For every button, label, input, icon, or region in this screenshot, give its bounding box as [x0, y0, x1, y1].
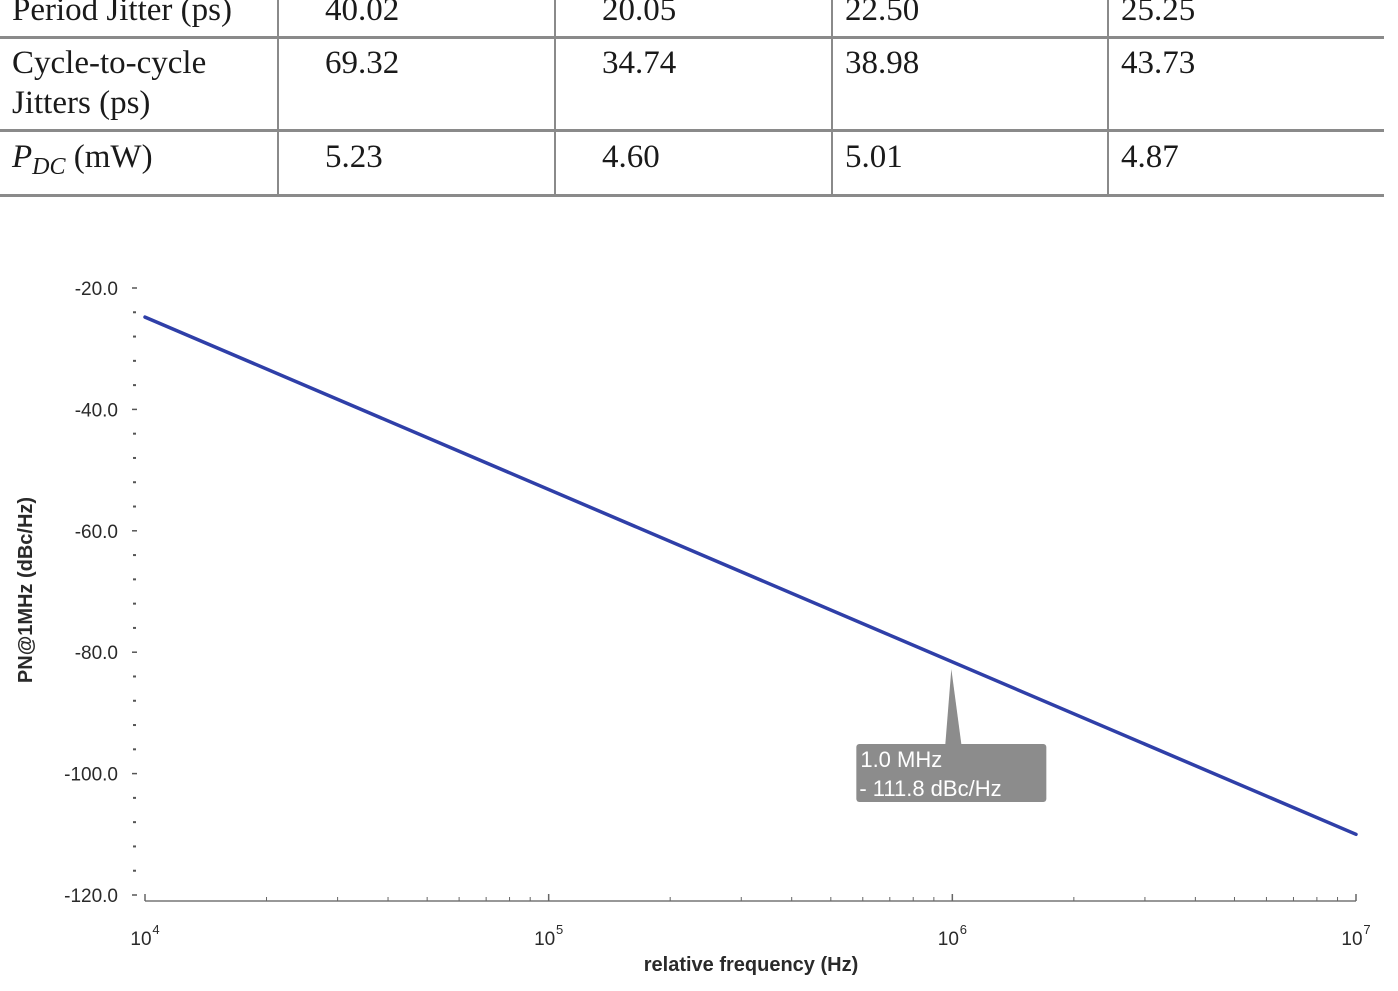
marker-pointer — [945, 669, 962, 744]
table-cell: 34.74 — [555, 37, 833, 132]
y-tick-label: -60.0 — [75, 522, 118, 543]
table-row: PDC (mW) 5.23 4.60 5.01 4.87 — [0, 130, 1384, 197]
plot-series — [143, 315, 1358, 837]
row-label: PDC (mW) — [0, 130, 279, 197]
table-cell: 69.32 — [278, 37, 556, 132]
table-cell: 40.02 — [278, 0, 556, 39]
y-tick-label: -80.0 — [75, 643, 118, 664]
y-tick-label: -120.0 — [64, 886, 118, 907]
y-tick-label: -100.0 — [64, 765, 118, 786]
pdc-subscript: DC — [32, 154, 66, 180]
marker-box — [856, 744, 1047, 802]
x-tick-label: 10 — [130, 929, 151, 950]
table-cell: 4.60 — [555, 130, 833, 197]
pdc-symbol: P — [12, 139, 33, 175]
x-axis-title: relative frequency (Hz) — [644, 954, 859, 976]
x-tick-label: 10 — [938, 929, 959, 950]
table-cell: 38.98 — [832, 37, 1109, 132]
x-tick-exponent: 5 — [556, 922, 563, 937]
x-tick-label: 10 — [534, 929, 555, 950]
table-cell: 43.73 — [1108, 37, 1384, 132]
table-row: Cycle-to-cycle Jitters (ps) 69.32 34.74 … — [0, 37, 1384, 132]
x-tick-exponent: 6 — [960, 922, 967, 937]
x-axis: 10 4 10 5 10 6 10 7 — [130, 894, 1371, 950]
table-cell: 5.01 — [832, 130, 1109, 197]
table-cell: 25.25 — [1108, 0, 1384, 39]
table-cell: 4.87 — [1108, 130, 1384, 197]
y-axis: -20.0 -40.0 -60.0 -80.0 -100.0 -120.0 — [64, 279, 137, 907]
x-tick-exponent: 4 — [152, 922, 159, 937]
row-label: Cycle-to-cycle Jitters (ps) — [0, 37, 279, 132]
table-row: Period Jitter (ps) 40.02 20.05 22.50 25.… — [0, 0, 1384, 39]
pn-line — [143, 315, 1358, 837]
table-cell: 20.05 — [555, 0, 833, 39]
table-cell: 5.23 — [278, 130, 556, 197]
y-tick-label: -40.0 — [75, 400, 118, 421]
y-tick-label: -20.0 — [75, 279, 118, 300]
marker-frequency-label: 1.0 MHz — [860, 747, 942, 772]
y-axis-title: PN@1MHz (dBc/Hz) — [15, 497, 37, 683]
pdc-unit: (mW) — [65, 139, 153, 175]
x-tick-label: 10 — [1341, 929, 1362, 950]
marker-annotation: 1.0 MHz - 111.8 dBc/Hz — [856, 669, 1047, 802]
performance-table: Period Jitter (ps) 40.02 20.05 22.50 25.… — [0, 0, 1384, 197]
x-tick-exponent: 7 — [1363, 922, 1370, 937]
table-cell: 22.50 — [832, 0, 1109, 39]
row-label: Period Jitter (ps) — [0, 0, 279, 39]
marker-value-label: - 111.8 dBc/Hz — [859, 776, 1001, 801]
